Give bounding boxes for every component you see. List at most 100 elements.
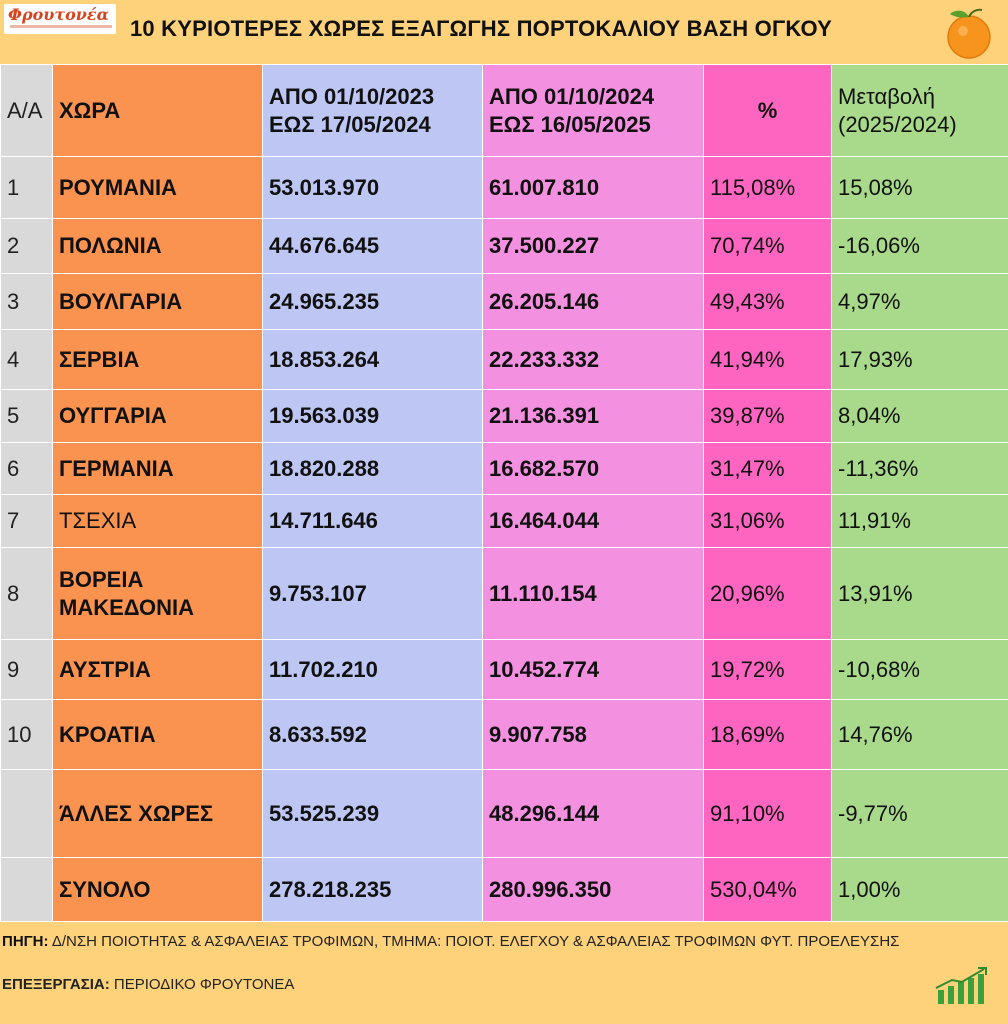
cell-change: 11,91% xyxy=(831,494,1008,548)
header-period-1-line1: ΑΠΟ 01/10/2023 xyxy=(269,83,435,109)
cell-change: -10,68% xyxy=(831,639,1008,700)
cell-period-1: 53.013.970 xyxy=(262,156,483,219)
cell-period-2: 280.996.350 xyxy=(482,857,704,922)
cell-pct: 39,87% xyxy=(703,389,832,443)
header-country: ΧΩΡΑ xyxy=(52,64,263,157)
processing-label: ΕΠΕΞΕΡΓΑΣΙΑ: xyxy=(2,976,110,993)
cell-aa: 7 xyxy=(0,494,53,548)
cell-country: ΚΡΟΑΤΙΑ xyxy=(52,699,263,770)
table-row: ΆΛΛΕΣ ΧΩΡΕΣ 53.525.239 48.296.144 91,10%… xyxy=(0,769,1008,858)
table-row: 7 ΤΣΕΧΙΑ 14.711.646 16.464.044 31,06% 11… xyxy=(0,494,1008,548)
header-change-line1: Μεταβολή xyxy=(838,83,935,109)
header-period-1-line2: ΕΩΣ 17/05/2024 xyxy=(269,111,431,137)
table-row: 10 ΚΡΟΑΤΙΑ 8.633.592 9.907.758 18,69% 14… xyxy=(0,699,1008,770)
cell-period-1: 8.633.592 xyxy=(262,699,483,770)
cell-aa: 9 xyxy=(0,639,53,700)
cell-period-1: 24.965.235 xyxy=(262,273,483,330)
logo-tagline xyxy=(10,25,112,28)
bar-chart-growth-icon xyxy=(935,967,987,1004)
cell-aa: 2 xyxy=(0,218,53,274)
processing-note: ΕΠΕΞΕΡΓΑΣΙΑ: ΠΕΡΙΟΔΙΚΟ ΦΡΟΥΤΟΝΕΑ xyxy=(2,976,294,993)
processing-text: ΠΕΡΙΟΔΙΚΟ ΦΡΟΥΤΟΝΕΑ xyxy=(113,976,295,993)
cell-pct: 41,94% xyxy=(703,329,832,390)
cell-pct: 31,06% xyxy=(703,494,832,548)
header-period-2-line2: ΕΩΣ 16/05/2025 xyxy=(489,111,651,137)
cell-pct: 530,04% xyxy=(703,857,832,922)
header-change-line2: (2025/2024) xyxy=(838,111,957,137)
cell-aa: 6 xyxy=(0,442,53,495)
page-footer: ΠΗΓΗ: Δ/ΝΣΗ ΠΟΙΟΤΗΤΑΣ & ΑΣΦΑΛΕΙΑΣ ΤΡΟΦΙΜ… xyxy=(0,922,1008,1024)
cell-period-2: 37.500.227 xyxy=(482,218,704,274)
cell-period-2: 11.110.154 xyxy=(482,547,704,640)
header-aa: Α/Α xyxy=(0,64,53,157)
cell-period-1: 19.563.039 xyxy=(262,389,483,443)
cell-aa: 3 xyxy=(0,273,53,330)
header-change: Μεταβολή (2025/2024) xyxy=(831,64,1008,157)
cell-period-1: 53.525.239 xyxy=(262,769,483,858)
cell-pct: 31,47% xyxy=(703,442,832,495)
cell-period-1: 278.218.235 xyxy=(262,857,483,922)
cell-pct: 115,08% xyxy=(703,156,832,219)
table-row: 2 ΠΟΛΩΝΙΑ 44.676.645 37.500.227 70,74% -… xyxy=(0,218,1008,274)
cell-change: -11,36% xyxy=(831,442,1008,495)
cell-period-1: 14.711.646 xyxy=(262,494,483,548)
table-header-row: Α/Α ΧΩΡΑ ΑΠΟ 01/10/2023 ΕΩΣ 17/05/2024 Α… xyxy=(0,64,1008,157)
cell-aa: 1 xyxy=(0,156,53,219)
cell-period-1: 18.820.288 xyxy=(262,442,483,495)
cell-change: 15,08% xyxy=(831,156,1008,219)
cell-country: ΒΟΡΕΙΑ ΜΑΚΕΔΟΝΙΑ xyxy=(52,547,263,640)
cell-country: ΤΣΕΧΙΑ xyxy=(52,494,263,548)
cell-period-2: 16.464.044 xyxy=(482,494,704,548)
frutonea-logo[interactable]: Φρουτονέα xyxy=(4,4,116,34)
source-note: ΠΗΓΗ: Δ/ΝΣΗ ΠΟΙΟΤΗΤΑΣ & ΑΣΦΑΛΕΙΑΣ ΤΡΟΦΙΜ… xyxy=(2,930,992,954)
cell-country: ΣΕΡΒΙΑ xyxy=(52,329,263,390)
cell-period-2: 10.452.774 xyxy=(482,639,704,700)
export-table: Α/Α ΧΩΡΑ ΑΠΟ 01/10/2023 ΕΩΣ 17/05/2024 Α… xyxy=(0,64,1008,922)
cell-aa: 4 xyxy=(0,329,53,390)
source-text: Δ/ΝΣΗ ΠΟΙΟΤΗΤΑΣ & ΑΣΦΑΛΕΙΑΣ ΤΡΟΦΙΜΩΝ, ΤΜ… xyxy=(51,933,900,950)
cell-period-2: 21.136.391 xyxy=(482,389,704,443)
cell-country: ΣΥΝΟΛΟ xyxy=(52,857,263,922)
cell-change: 13,91% xyxy=(831,547,1008,640)
cell-period-2: 22.233.332 xyxy=(482,329,704,390)
cell-change: -16,06% xyxy=(831,218,1008,274)
cell-country: ΠΟΛΩΝΙΑ xyxy=(52,218,263,274)
cell-pct: 19,72% xyxy=(703,639,832,700)
source-label: ΠΗΓΗ: xyxy=(2,933,49,950)
cell-period-1: 44.676.645 xyxy=(262,218,483,274)
cell-period-2: 48.296.144 xyxy=(482,769,704,858)
cell-change: 1,00% xyxy=(831,857,1008,922)
cell-period-2: 16.682.570 xyxy=(482,442,704,495)
cell-period-1: 9.753.107 xyxy=(262,547,483,640)
cell-change: 14,76% xyxy=(831,699,1008,770)
cell-change: -9,77% xyxy=(831,769,1008,858)
logo-text: Φρουτονέα xyxy=(8,5,109,24)
cell-pct: 91,10% xyxy=(703,769,832,858)
orange-fruit-icon xyxy=(947,8,991,59)
cell-country: ΡΟΥΜΑΝΙΑ xyxy=(52,156,263,219)
header-period-2: ΑΠΟ 01/10/2024 ΕΩΣ 16/05/2025 xyxy=(482,64,704,157)
header-pct: % xyxy=(703,64,832,157)
cell-country: ΒΟΥΛΓΑΡΙΑ xyxy=(52,273,263,330)
cell-change: 17,93% xyxy=(831,329,1008,390)
cell-period-2: 61.007.810 xyxy=(482,156,704,219)
cell-change: 8,04% xyxy=(831,389,1008,443)
table-row: 1 ΡΟΥΜΑΝΙΑ 53.013.970 61.007.810 115,08%… xyxy=(0,156,1008,219)
header-period-2-line1: ΑΠΟ 01/10/2024 xyxy=(489,83,655,109)
cell-period-2: 26.205.146 xyxy=(482,273,704,330)
cell-country: ΟΥΓΓΑΡΙΑ xyxy=(52,389,263,443)
cell-pct: 20,96% xyxy=(703,547,832,640)
cell-aa xyxy=(0,857,53,922)
page-title: 10 ΚΥΡΙΟΤΕΡΕΣ ΧΩΡΕΣ ΕΞΑΓΩΓΗΣ ΠΟΡΤΟΚΑΛΙΟΥ… xyxy=(130,16,833,41)
table-row: 5 ΟΥΓΓΑΡΙΑ 19.563.039 21.136.391 39,87% … xyxy=(0,389,1008,443)
table-row: 4 ΣΕΡΒΙΑ 18.853.264 22.233.332 41,94% 17… xyxy=(0,329,1008,390)
header-period-1: ΑΠΟ 01/10/2023 ΕΩΣ 17/05/2024 xyxy=(262,64,483,157)
cell-aa: 5 xyxy=(0,389,53,443)
table-row: 6 ΓΕΡΜΑΝΙΑ 18.820.288 16.682.570 31,47% … xyxy=(0,442,1008,495)
cell-pct: 18,69% xyxy=(703,699,832,770)
cell-pct: 49,43% xyxy=(703,273,832,330)
table-row: 3 ΒΟΥΛΓΑΡΙΑ 24.965.235 26.205.146 49,43%… xyxy=(0,273,1008,330)
cell-aa xyxy=(0,769,53,858)
cell-period-2: 9.907.758 xyxy=(482,699,704,770)
cell-change: 4,97% xyxy=(831,273,1008,330)
